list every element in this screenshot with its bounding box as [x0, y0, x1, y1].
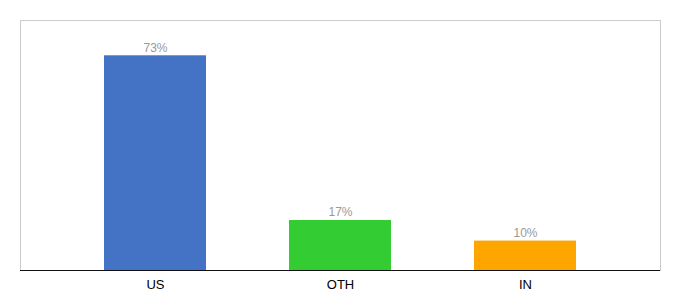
- svg-text:10%: 10%: [513, 226, 537, 240]
- svg-text:US: US: [146, 277, 164, 292]
- svg-text:OTH: OTH: [327, 277, 354, 292]
- svg-text:17%: 17%: [328, 205, 352, 219]
- svg-text:IN: IN: [519, 277, 532, 292]
- svg-text:73%: 73%: [143, 41, 167, 55]
